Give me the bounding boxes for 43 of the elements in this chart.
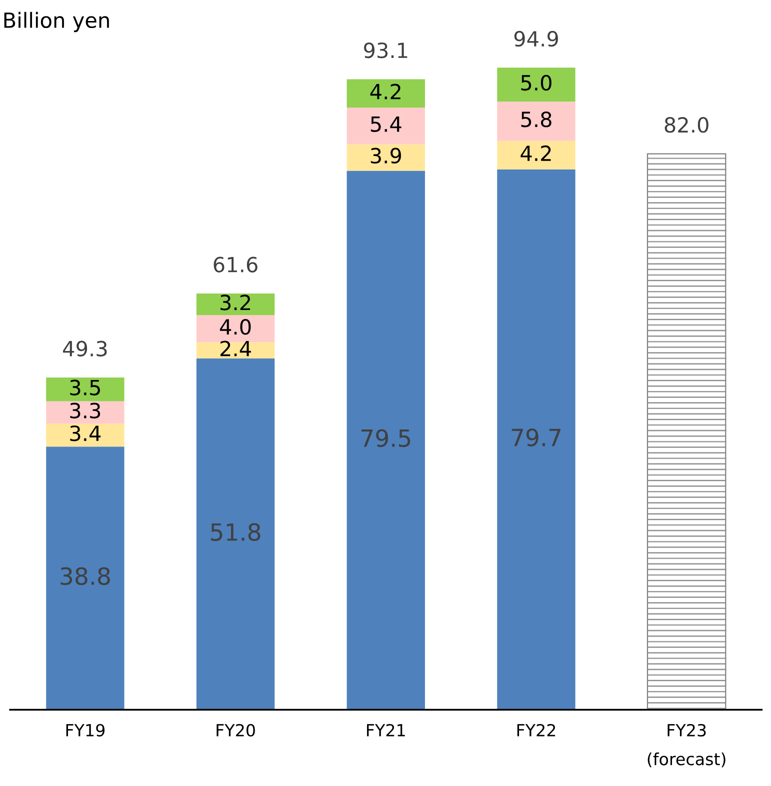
x-tick-label: FY20 xyxy=(216,724,255,737)
bar xyxy=(646,153,726,710)
x-tick-label: FY21 xyxy=(367,724,405,736)
bar xyxy=(346,108,425,144)
data-label: 5.0 xyxy=(521,74,552,91)
bar xyxy=(497,102,576,141)
bar xyxy=(46,401,124,424)
x-tick-label: FY22 xyxy=(517,724,556,736)
bar xyxy=(196,315,275,342)
bar xyxy=(346,170,425,710)
bar xyxy=(46,378,124,402)
bar xyxy=(346,144,425,171)
x-tick-label: FY19 xyxy=(66,724,105,737)
total-label: 82.0 xyxy=(664,117,708,133)
data-label: 4.2 xyxy=(520,145,551,161)
data-label: 4.2 xyxy=(370,84,400,100)
data-label: 2.4 xyxy=(220,340,251,356)
data-label: 4.0 xyxy=(220,318,251,335)
bar xyxy=(46,446,124,710)
data-label: 5.4 xyxy=(370,116,402,132)
bar xyxy=(196,358,275,710)
bar xyxy=(346,79,425,108)
total-label: 61.6 xyxy=(214,256,258,272)
data-label: 3.4 xyxy=(70,425,101,442)
data-label: 3.5 xyxy=(70,380,100,396)
data-label: 79.5 xyxy=(362,429,410,448)
total-label: 94.9 xyxy=(514,30,558,47)
total-label: 93.1 xyxy=(364,42,408,58)
y-axis-title: Billion yen xyxy=(4,12,109,32)
x-tick-label: FY23 (forecast) xyxy=(648,724,726,768)
bar xyxy=(497,68,576,102)
bar xyxy=(46,424,124,447)
data-label: 51.8 xyxy=(211,523,260,541)
data-label: 38.8 xyxy=(60,567,110,586)
data-label: 3.2 xyxy=(220,294,250,310)
bar xyxy=(497,140,576,170)
data-label: 79.7 xyxy=(512,428,560,446)
total-label: 49.3 xyxy=(63,340,107,357)
data-label: 3.9 xyxy=(370,148,401,164)
data-label: 3.3 xyxy=(70,402,100,418)
bar xyxy=(196,293,275,316)
data-label: 5.8 xyxy=(521,112,552,128)
bar xyxy=(497,169,576,710)
